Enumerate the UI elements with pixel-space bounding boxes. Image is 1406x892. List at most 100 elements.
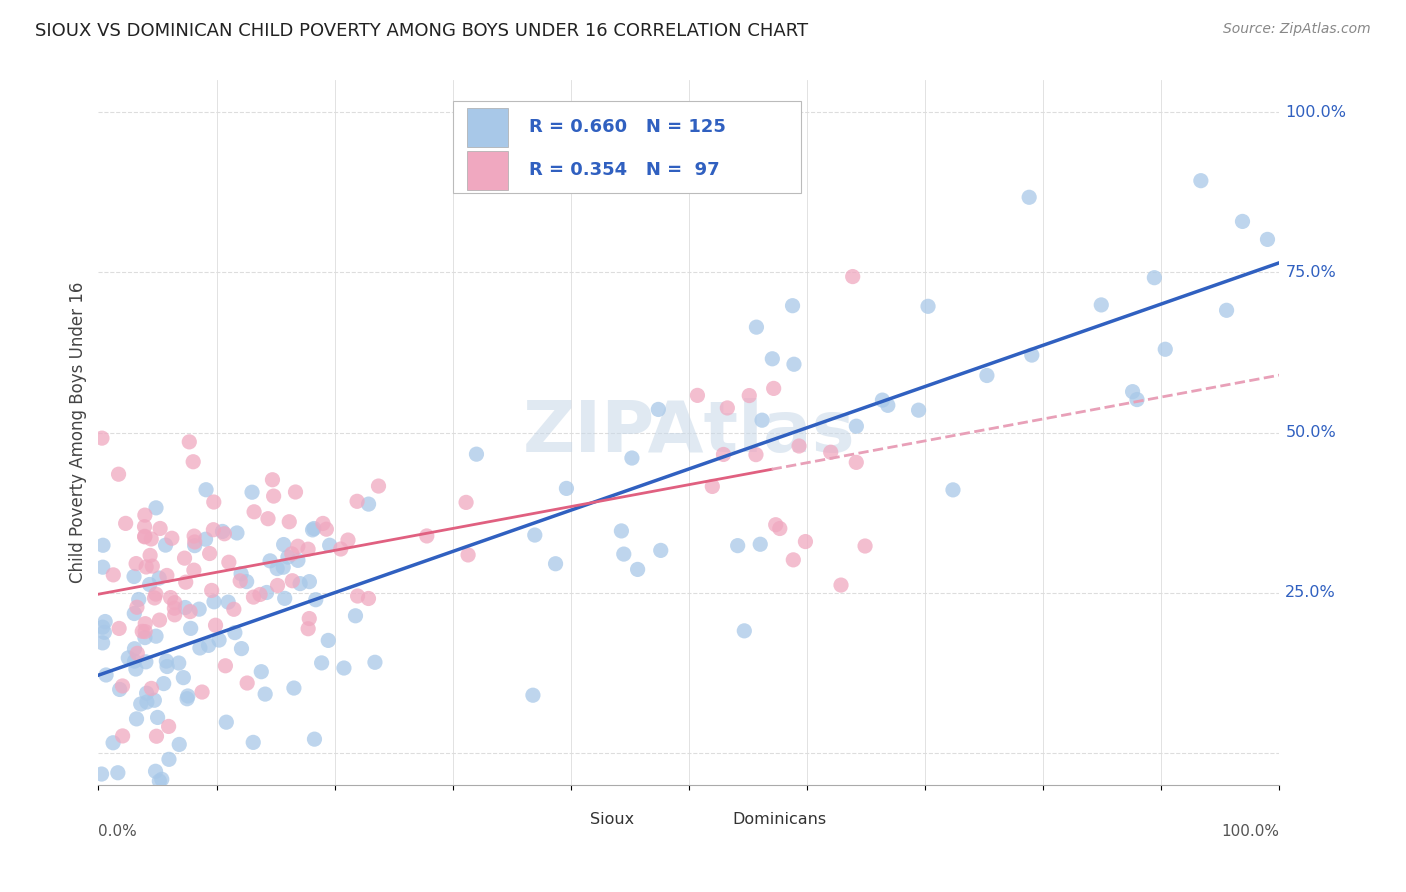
Point: [610, 524, 633, 538]
Point: [273, 591, 295, 606]
Point: [91, 538, 114, 552]
Point: [160, 531, 183, 545]
Point: [316, 633, 339, 648]
FancyBboxPatch shape: [695, 805, 724, 834]
Point: [94, 668, 117, 682]
Point: [145, 500, 167, 515]
Point: [224, 625, 246, 640]
Point: [148, 571, 170, 585]
Point: [91, 636, 114, 650]
Point: [157, 719, 180, 733]
Point: [155, 538, 177, 552]
Point: [243, 505, 266, 519]
Point: [242, 590, 264, 604]
Point: [523, 528, 546, 542]
Point: [907, 403, 929, 417]
Point: [143, 591, 166, 605]
Point: [288, 576, 311, 591]
Point: [876, 398, 898, 412]
Point: [751, 413, 773, 427]
Point: [188, 602, 211, 616]
Point: [125, 712, 148, 726]
Point: [283, 681, 305, 695]
Point: [134, 530, 156, 544]
Point: [135, 560, 157, 574]
Point: [134, 529, 156, 543]
Point: [713, 447, 735, 461]
Point: [111, 679, 134, 693]
Point: [134, 624, 156, 639]
Point: [172, 671, 194, 685]
Point: [183, 535, 205, 549]
Point: [174, 600, 197, 615]
Point: [346, 589, 368, 603]
Point: [202, 595, 225, 609]
Point: [163, 607, 186, 622]
Point: [769, 521, 792, 535]
Point: [111, 729, 134, 743]
Point: [1018, 190, 1040, 204]
Point: [117, 651, 139, 665]
Point: [91, 620, 114, 634]
Point: [122, 569, 145, 583]
Point: [163, 601, 186, 615]
Point: [125, 662, 148, 676]
Point: [141, 532, 163, 546]
Point: [217, 595, 239, 609]
Point: [333, 661, 356, 675]
Point: [198, 547, 221, 561]
Point: [148, 774, 170, 789]
Point: [134, 508, 156, 522]
Point: [686, 388, 709, 402]
Point: [271, 560, 294, 574]
Point: [266, 561, 288, 575]
Text: 25.0%: 25.0%: [1285, 585, 1336, 600]
Point: [1122, 384, 1144, 399]
Point: [127, 646, 149, 660]
Point: [1232, 214, 1254, 228]
Point: [195, 483, 218, 497]
Point: [311, 656, 333, 670]
Point: [318, 538, 340, 552]
Point: [145, 729, 167, 743]
Point: [179, 434, 201, 449]
Point: [159, 591, 181, 605]
Point: [183, 563, 205, 577]
Point: [176, 691, 198, 706]
Text: R = 0.354   N =  97: R = 0.354 N = 97: [530, 161, 720, 178]
Point: [344, 608, 367, 623]
Point: [222, 602, 245, 616]
Point: [1090, 298, 1112, 312]
Point: [141, 559, 163, 574]
Point: [284, 485, 307, 500]
Point: [218, 555, 240, 569]
Point: [845, 419, 868, 434]
Point: [229, 566, 252, 581]
Point: [357, 497, 380, 511]
Point: [148, 613, 170, 627]
Point: [183, 529, 205, 543]
Point: [416, 529, 439, 543]
Point: [249, 587, 271, 601]
Point: [107, 467, 129, 482]
Point: [215, 715, 238, 730]
Point: [250, 665, 273, 679]
Point: [191, 685, 214, 699]
Point: [1143, 270, 1166, 285]
Text: 0.0%: 0.0%: [98, 823, 138, 838]
Point: [129, 697, 152, 711]
Text: Sioux: Sioux: [589, 812, 634, 827]
Point: [134, 519, 156, 533]
Point: [301, 523, 323, 537]
Point: [1215, 303, 1237, 318]
Point: [125, 600, 148, 615]
Point: [830, 578, 852, 592]
Point: [229, 574, 252, 588]
Point: [262, 473, 284, 487]
Point: [357, 591, 380, 606]
Point: [124, 607, 146, 621]
Point: [208, 633, 231, 648]
Point: [254, 687, 277, 701]
Point: [202, 495, 225, 509]
Point: [841, 269, 863, 284]
